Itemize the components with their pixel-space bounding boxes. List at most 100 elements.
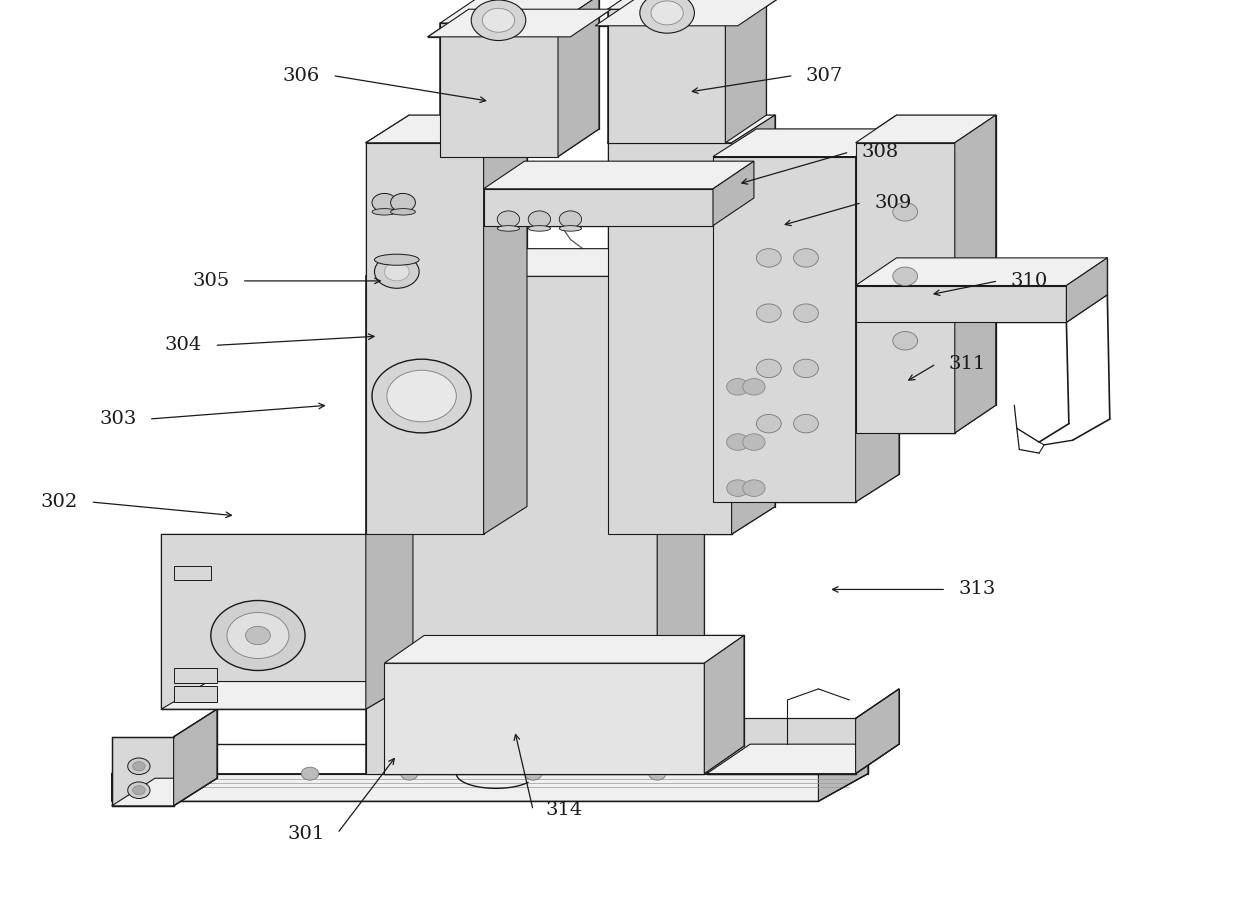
Polygon shape xyxy=(713,161,754,226)
Circle shape xyxy=(128,782,150,799)
Circle shape xyxy=(401,767,418,780)
Circle shape xyxy=(743,379,765,395)
Circle shape xyxy=(528,211,551,227)
Circle shape xyxy=(128,758,150,775)
Text: 309: 309 xyxy=(874,193,911,212)
Circle shape xyxy=(743,434,765,450)
Ellipse shape xyxy=(374,254,419,265)
Circle shape xyxy=(497,211,520,227)
Polygon shape xyxy=(366,115,527,143)
Text: 304: 304 xyxy=(165,336,202,355)
Ellipse shape xyxy=(559,226,582,231)
Ellipse shape xyxy=(372,208,397,215)
Polygon shape xyxy=(1066,258,1107,322)
Circle shape xyxy=(727,434,749,450)
Polygon shape xyxy=(161,534,366,709)
Polygon shape xyxy=(428,9,611,37)
Polygon shape xyxy=(856,129,899,502)
Polygon shape xyxy=(484,161,754,189)
Polygon shape xyxy=(608,143,732,534)
Polygon shape xyxy=(440,23,558,157)
Ellipse shape xyxy=(497,226,520,231)
Circle shape xyxy=(227,612,289,659)
Circle shape xyxy=(640,0,694,33)
Circle shape xyxy=(756,249,781,267)
Text: 301: 301 xyxy=(288,824,325,843)
Circle shape xyxy=(559,211,582,227)
Polygon shape xyxy=(112,737,174,806)
Polygon shape xyxy=(818,746,868,801)
Circle shape xyxy=(893,203,918,221)
Polygon shape xyxy=(112,774,868,801)
Polygon shape xyxy=(608,9,725,143)
Polygon shape xyxy=(856,689,899,774)
Circle shape xyxy=(387,370,456,422)
Text: 305: 305 xyxy=(192,272,229,290)
Circle shape xyxy=(372,193,397,212)
Polygon shape xyxy=(440,0,599,23)
Polygon shape xyxy=(707,744,899,774)
Polygon shape xyxy=(174,709,217,806)
Circle shape xyxy=(651,1,683,25)
Polygon shape xyxy=(608,115,775,143)
Text: 310: 310 xyxy=(1011,272,1048,290)
Polygon shape xyxy=(558,0,599,157)
Polygon shape xyxy=(856,286,1066,322)
Ellipse shape xyxy=(528,226,551,231)
Polygon shape xyxy=(725,0,766,143)
Polygon shape xyxy=(856,143,955,433)
Text: 313: 313 xyxy=(959,580,996,599)
Circle shape xyxy=(893,267,918,286)
Circle shape xyxy=(743,480,765,496)
Polygon shape xyxy=(161,682,413,709)
Circle shape xyxy=(756,359,781,378)
Polygon shape xyxy=(366,276,657,774)
Circle shape xyxy=(727,379,749,395)
Circle shape xyxy=(391,193,415,212)
Polygon shape xyxy=(955,115,996,433)
Circle shape xyxy=(482,8,515,32)
Circle shape xyxy=(727,480,749,496)
Circle shape xyxy=(133,762,145,771)
Ellipse shape xyxy=(391,208,415,215)
Polygon shape xyxy=(384,663,704,774)
Polygon shape xyxy=(174,668,217,683)
Circle shape xyxy=(384,262,409,281)
Text: 307: 307 xyxy=(806,66,843,85)
Polygon shape xyxy=(112,774,818,801)
Circle shape xyxy=(756,414,781,433)
Text: 314: 314 xyxy=(546,801,583,820)
Text: 308: 308 xyxy=(862,143,899,161)
Polygon shape xyxy=(484,115,527,534)
Polygon shape xyxy=(174,566,211,580)
Circle shape xyxy=(471,0,526,41)
Circle shape xyxy=(301,767,319,780)
Text: 311: 311 xyxy=(949,355,986,373)
Polygon shape xyxy=(713,157,856,502)
Circle shape xyxy=(211,600,305,670)
Polygon shape xyxy=(608,0,766,9)
Circle shape xyxy=(893,332,918,350)
Polygon shape xyxy=(595,0,779,26)
Circle shape xyxy=(246,626,270,645)
Polygon shape xyxy=(366,249,704,276)
Polygon shape xyxy=(112,744,161,801)
Polygon shape xyxy=(707,718,856,774)
Polygon shape xyxy=(366,507,413,709)
Polygon shape xyxy=(713,129,899,157)
Polygon shape xyxy=(366,143,484,534)
Circle shape xyxy=(133,786,145,795)
Text: 303: 303 xyxy=(99,410,136,428)
Text: 302: 302 xyxy=(41,493,78,511)
Circle shape xyxy=(794,304,818,322)
Circle shape xyxy=(525,767,542,780)
Polygon shape xyxy=(704,635,744,774)
Circle shape xyxy=(794,359,818,378)
Polygon shape xyxy=(856,258,1107,286)
Circle shape xyxy=(794,414,818,433)
Polygon shape xyxy=(112,778,217,806)
Circle shape xyxy=(372,359,471,433)
Text: 306: 306 xyxy=(283,66,320,85)
Circle shape xyxy=(756,304,781,322)
Polygon shape xyxy=(174,686,217,702)
